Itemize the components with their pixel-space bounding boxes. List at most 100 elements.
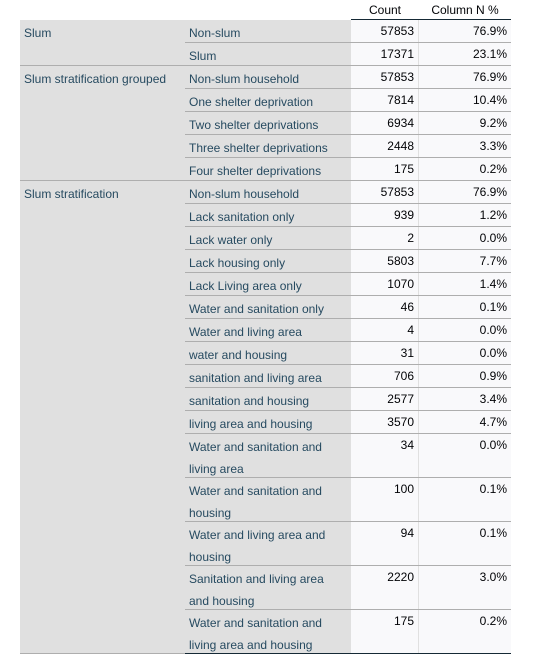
pct-cell: 10.4% bbox=[419, 89, 511, 111]
group-label-cell: Slum stratification grouped bbox=[20, 66, 185, 181]
pct-value: 10.4% bbox=[472, 93, 507, 107]
table-row: sanitation and housing 2577 3.4% bbox=[185, 388, 511, 411]
pct-cell: 0.0% bbox=[419, 319, 511, 341]
row-group: Slum stratification Non-slum household 578… bbox=[20, 181, 511, 654]
count-value: 2220 bbox=[387, 570, 414, 584]
row-category-text: Non-slum bbox=[189, 26, 241, 40]
group-label: Slum bbox=[24, 26, 52, 40]
count-value: 94 bbox=[400, 526, 414, 540]
pct-cell: 3.4% bbox=[419, 388, 511, 410]
count-cell: 3570 bbox=[351, 411, 419, 433]
table-row: living area and housing 3570 4.7% bbox=[185, 411, 511, 434]
pct-value: 3.0% bbox=[479, 570, 507, 584]
table-row: Water and sanitation and living area and… bbox=[185, 610, 511, 654]
row-category: Water and sanitation and housing bbox=[185, 478, 351, 521]
pct-value: 0.0% bbox=[479, 231, 507, 245]
pct-value: 76.9% bbox=[472, 70, 507, 84]
pct-value: 3.3% bbox=[479, 139, 507, 153]
pct-cell: 0.2% bbox=[419, 610, 511, 653]
group-label-cell: Slum stratification bbox=[20, 181, 185, 654]
table-row: Slum 17371 23.1% bbox=[185, 43, 511, 66]
row-category-text: Lack Living area only bbox=[189, 279, 302, 293]
pct-value: 4.7% bbox=[479, 415, 507, 429]
pct-value: 0.2% bbox=[479, 162, 507, 176]
row-category: Water and sanitation only bbox=[185, 296, 351, 318]
pct-value: 0.0% bbox=[479, 438, 507, 452]
count-cell: 2220 bbox=[351, 566, 419, 609]
count-value: 100 bbox=[393, 482, 414, 496]
row-category: Four shelter deprivations bbox=[185, 158, 351, 180]
count-value: 6934 bbox=[387, 116, 414, 130]
pct-cell: 76.9% bbox=[419, 66, 511, 88]
table-row: Three shelter deprivations 2448 3.3% bbox=[185, 135, 511, 158]
group-label-cell: Slum bbox=[20, 20, 185, 66]
pct-value: 23.1% bbox=[472, 47, 507, 61]
row-category-text: living area and housing bbox=[189, 417, 313, 431]
row-category: Slum bbox=[185, 43, 351, 65]
count-cell: 5803 bbox=[351, 250, 419, 272]
pct-value: 76.9% bbox=[472, 185, 507, 199]
table-row: Water and sanitation and living area 34 0.… bbox=[185, 434, 511, 478]
row-category-text: sanitation and housing bbox=[189, 394, 310, 408]
count-value: 57853 bbox=[380, 185, 414, 199]
row-category: One shelter deprivation bbox=[185, 89, 351, 111]
count-cell: 175 bbox=[351, 610, 419, 653]
count-value: 7814 bbox=[387, 93, 414, 107]
row-group: Slum Non-slum 57853 76.9% Slum 17371 23.1% bbox=[20, 20, 511, 66]
count-cell: 175 bbox=[351, 158, 419, 180]
table-row: Water and sanitation only 46 0.1% bbox=[185, 296, 511, 319]
row-category-text: Water and living area and housing bbox=[189, 528, 326, 564]
row-category: Two shelter deprivations bbox=[185, 112, 351, 134]
count-cell: 2448 bbox=[351, 135, 419, 157]
row-category: Lack water only bbox=[185, 227, 351, 249]
row-category-text: Water and sanitation and living area bbox=[189, 440, 322, 476]
row-category-text: Non-slum household bbox=[189, 187, 300, 201]
row-category: Three shelter deprivations bbox=[185, 135, 351, 157]
table-row: Lack sanitation only 939 1.2% bbox=[185, 204, 511, 227]
count-value: 175 bbox=[393, 614, 414, 628]
count-cell: 6934 bbox=[351, 112, 419, 134]
pct-value: 1.2% bbox=[479, 208, 507, 222]
pct-cell: 4.7% bbox=[419, 411, 511, 433]
pct-value: 0.1% bbox=[479, 482, 507, 496]
count-value: 57853 bbox=[380, 24, 414, 38]
crosstab-table: Slum Non-slum 57853 76.9% Slum 17371 23.1% Slum… bbox=[20, 20, 511, 654]
row-category: Water and sanitation and living area and… bbox=[185, 610, 351, 653]
row-category: Water and sanitation and living area bbox=[185, 434, 351, 477]
row-category: Water and living area bbox=[185, 319, 351, 341]
table-row: Lack water only 2 0.0% bbox=[185, 227, 511, 250]
row-category: Sanitation and living area and housing bbox=[185, 566, 351, 609]
row-category-text: Non-slum household bbox=[189, 72, 300, 86]
count-value: 3570 bbox=[387, 415, 414, 429]
table-row: water and housing 31 0.0% bbox=[185, 342, 511, 365]
row-category: sanitation and living area bbox=[185, 365, 351, 387]
pct-cell: 9.2% bbox=[419, 112, 511, 134]
count-cell: 57853 bbox=[351, 181, 419, 203]
pct-cell: 0.2% bbox=[419, 158, 511, 180]
row-category-text: water and housing bbox=[189, 348, 288, 362]
count-value: 2448 bbox=[387, 139, 414, 153]
count-cell: 100 bbox=[351, 478, 419, 521]
row-category-text: Sanitation and living area and housing bbox=[189, 572, 324, 608]
pct-cell: 76.9% bbox=[419, 181, 511, 203]
table-row: Two shelter deprivations 6934 9.2% bbox=[185, 112, 511, 135]
row-category-text: Water and sanitation and living area and… bbox=[189, 616, 322, 652]
pct-value: 3.4% bbox=[479, 392, 507, 406]
pct-value: 9.2% bbox=[479, 116, 507, 130]
pct-cell: 0.0% bbox=[419, 227, 511, 249]
row-category-text: Water and sanitation and housing bbox=[189, 484, 322, 520]
group-label: Slum stratification bbox=[24, 187, 119, 201]
count-cell: 2 bbox=[351, 227, 419, 249]
count-value: 46 bbox=[400, 300, 414, 314]
row-category-text: Two shelter deprivations bbox=[189, 118, 319, 132]
count-cell: 1070 bbox=[351, 273, 419, 295]
row-category: Non-slum bbox=[185, 20, 351, 42]
row-category: Lack Living area only bbox=[185, 273, 351, 295]
count-cell: 4 bbox=[351, 319, 419, 341]
row-category: sanitation and housing bbox=[185, 388, 351, 410]
count-value: 2577 bbox=[387, 392, 414, 406]
pct-cell: 0.9% bbox=[419, 365, 511, 387]
count-cell: 7814 bbox=[351, 89, 419, 111]
count-value: 57853 bbox=[380, 70, 414, 84]
pct-cell: 23.1% bbox=[419, 43, 511, 65]
